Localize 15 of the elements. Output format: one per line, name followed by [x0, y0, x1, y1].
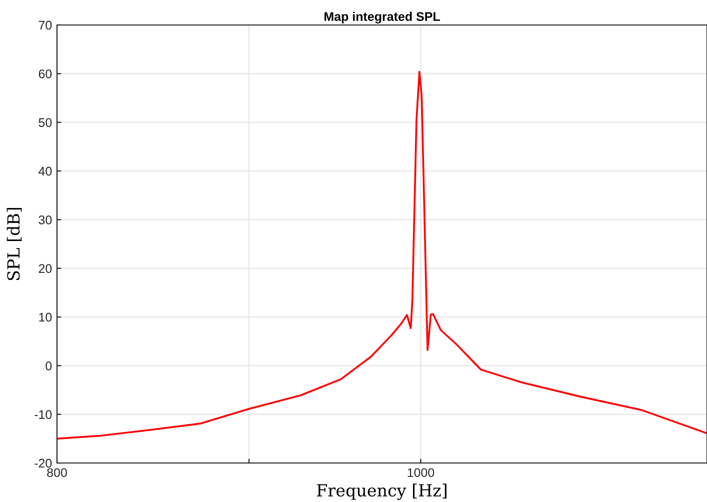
y-tick-label: 0 — [46, 361, 52, 370]
y-tick-label: 60 — [38, 69, 52, 78]
y-tick-label: 70 — [38, 20, 52, 30]
y-tick-label: 40 — [38, 166, 52, 176]
x-tick-label: 1000 — [408, 468, 434, 478]
y-tick-label: 20 — [38, 264, 52, 273]
y-tick-label: 30 — [38, 215, 52, 224]
chart-title: Map integrated SPL — [324, 12, 440, 24]
y-axis-title: SPL [dB] — [6, 208, 22, 280]
x-axis-title: Frequency [Hz] — [317, 484, 446, 500]
y-tick-label: -10 — [34, 410, 52, 419]
x-tick-label: 800 — [47, 468, 67, 478]
y-tick-label: 50 — [38, 118, 52, 127]
y-tick-label: 10 — [39, 312, 52, 322]
y-tick-label: -20 — [34, 458, 52, 468]
